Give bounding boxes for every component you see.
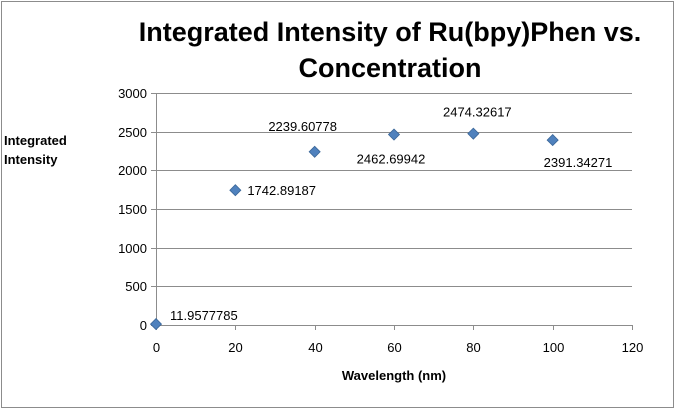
x-tick-label: 40 bbox=[308, 340, 322, 355]
data-point bbox=[387, 128, 401, 141]
data-label: 2391.34271 bbox=[544, 155, 613, 170]
x-tick-label: 120 bbox=[622, 340, 644, 355]
x-tick-label: 20 bbox=[228, 340, 242, 355]
data-label: 2474.32617 bbox=[443, 105, 512, 120]
data-label: 2462.69942 bbox=[357, 152, 426, 167]
x-tick-label: 0 bbox=[153, 340, 160, 355]
y-tick-label: 3000 bbox=[118, 86, 147, 101]
x-tick-label: 80 bbox=[466, 340, 480, 355]
data-label: 2239.60778 bbox=[268, 119, 337, 134]
y-tick-label: 1500 bbox=[118, 202, 147, 217]
y-tick-label: 2000 bbox=[118, 163, 147, 178]
y-tick-label: 0 bbox=[140, 318, 147, 333]
x-tick-label: 100 bbox=[543, 340, 565, 355]
x-tick-label: 60 bbox=[387, 340, 401, 355]
y-tick-label: 1000 bbox=[118, 241, 147, 256]
data-label: 11.9577785 bbox=[170, 308, 238, 323]
y-tick-label: 2500 bbox=[118, 125, 147, 140]
y-tick-label: 500 bbox=[125, 279, 147, 294]
data-label: 1742.89187 bbox=[247, 183, 316, 198]
data-point bbox=[467, 127, 480, 140]
data-point bbox=[149, 318, 163, 331]
y-axis-title: Integrated Intensity bbox=[4, 133, 67, 167]
x-axis-title: Wavelength (nm) bbox=[342, 368, 446, 383]
data-point bbox=[229, 184, 242, 197]
data-point bbox=[308, 145, 321, 158]
chart-title: Integrated Intensity of Ru(bpy)Phen vs. … bbox=[138, 17, 642, 83]
data-point bbox=[546, 134, 559, 147]
